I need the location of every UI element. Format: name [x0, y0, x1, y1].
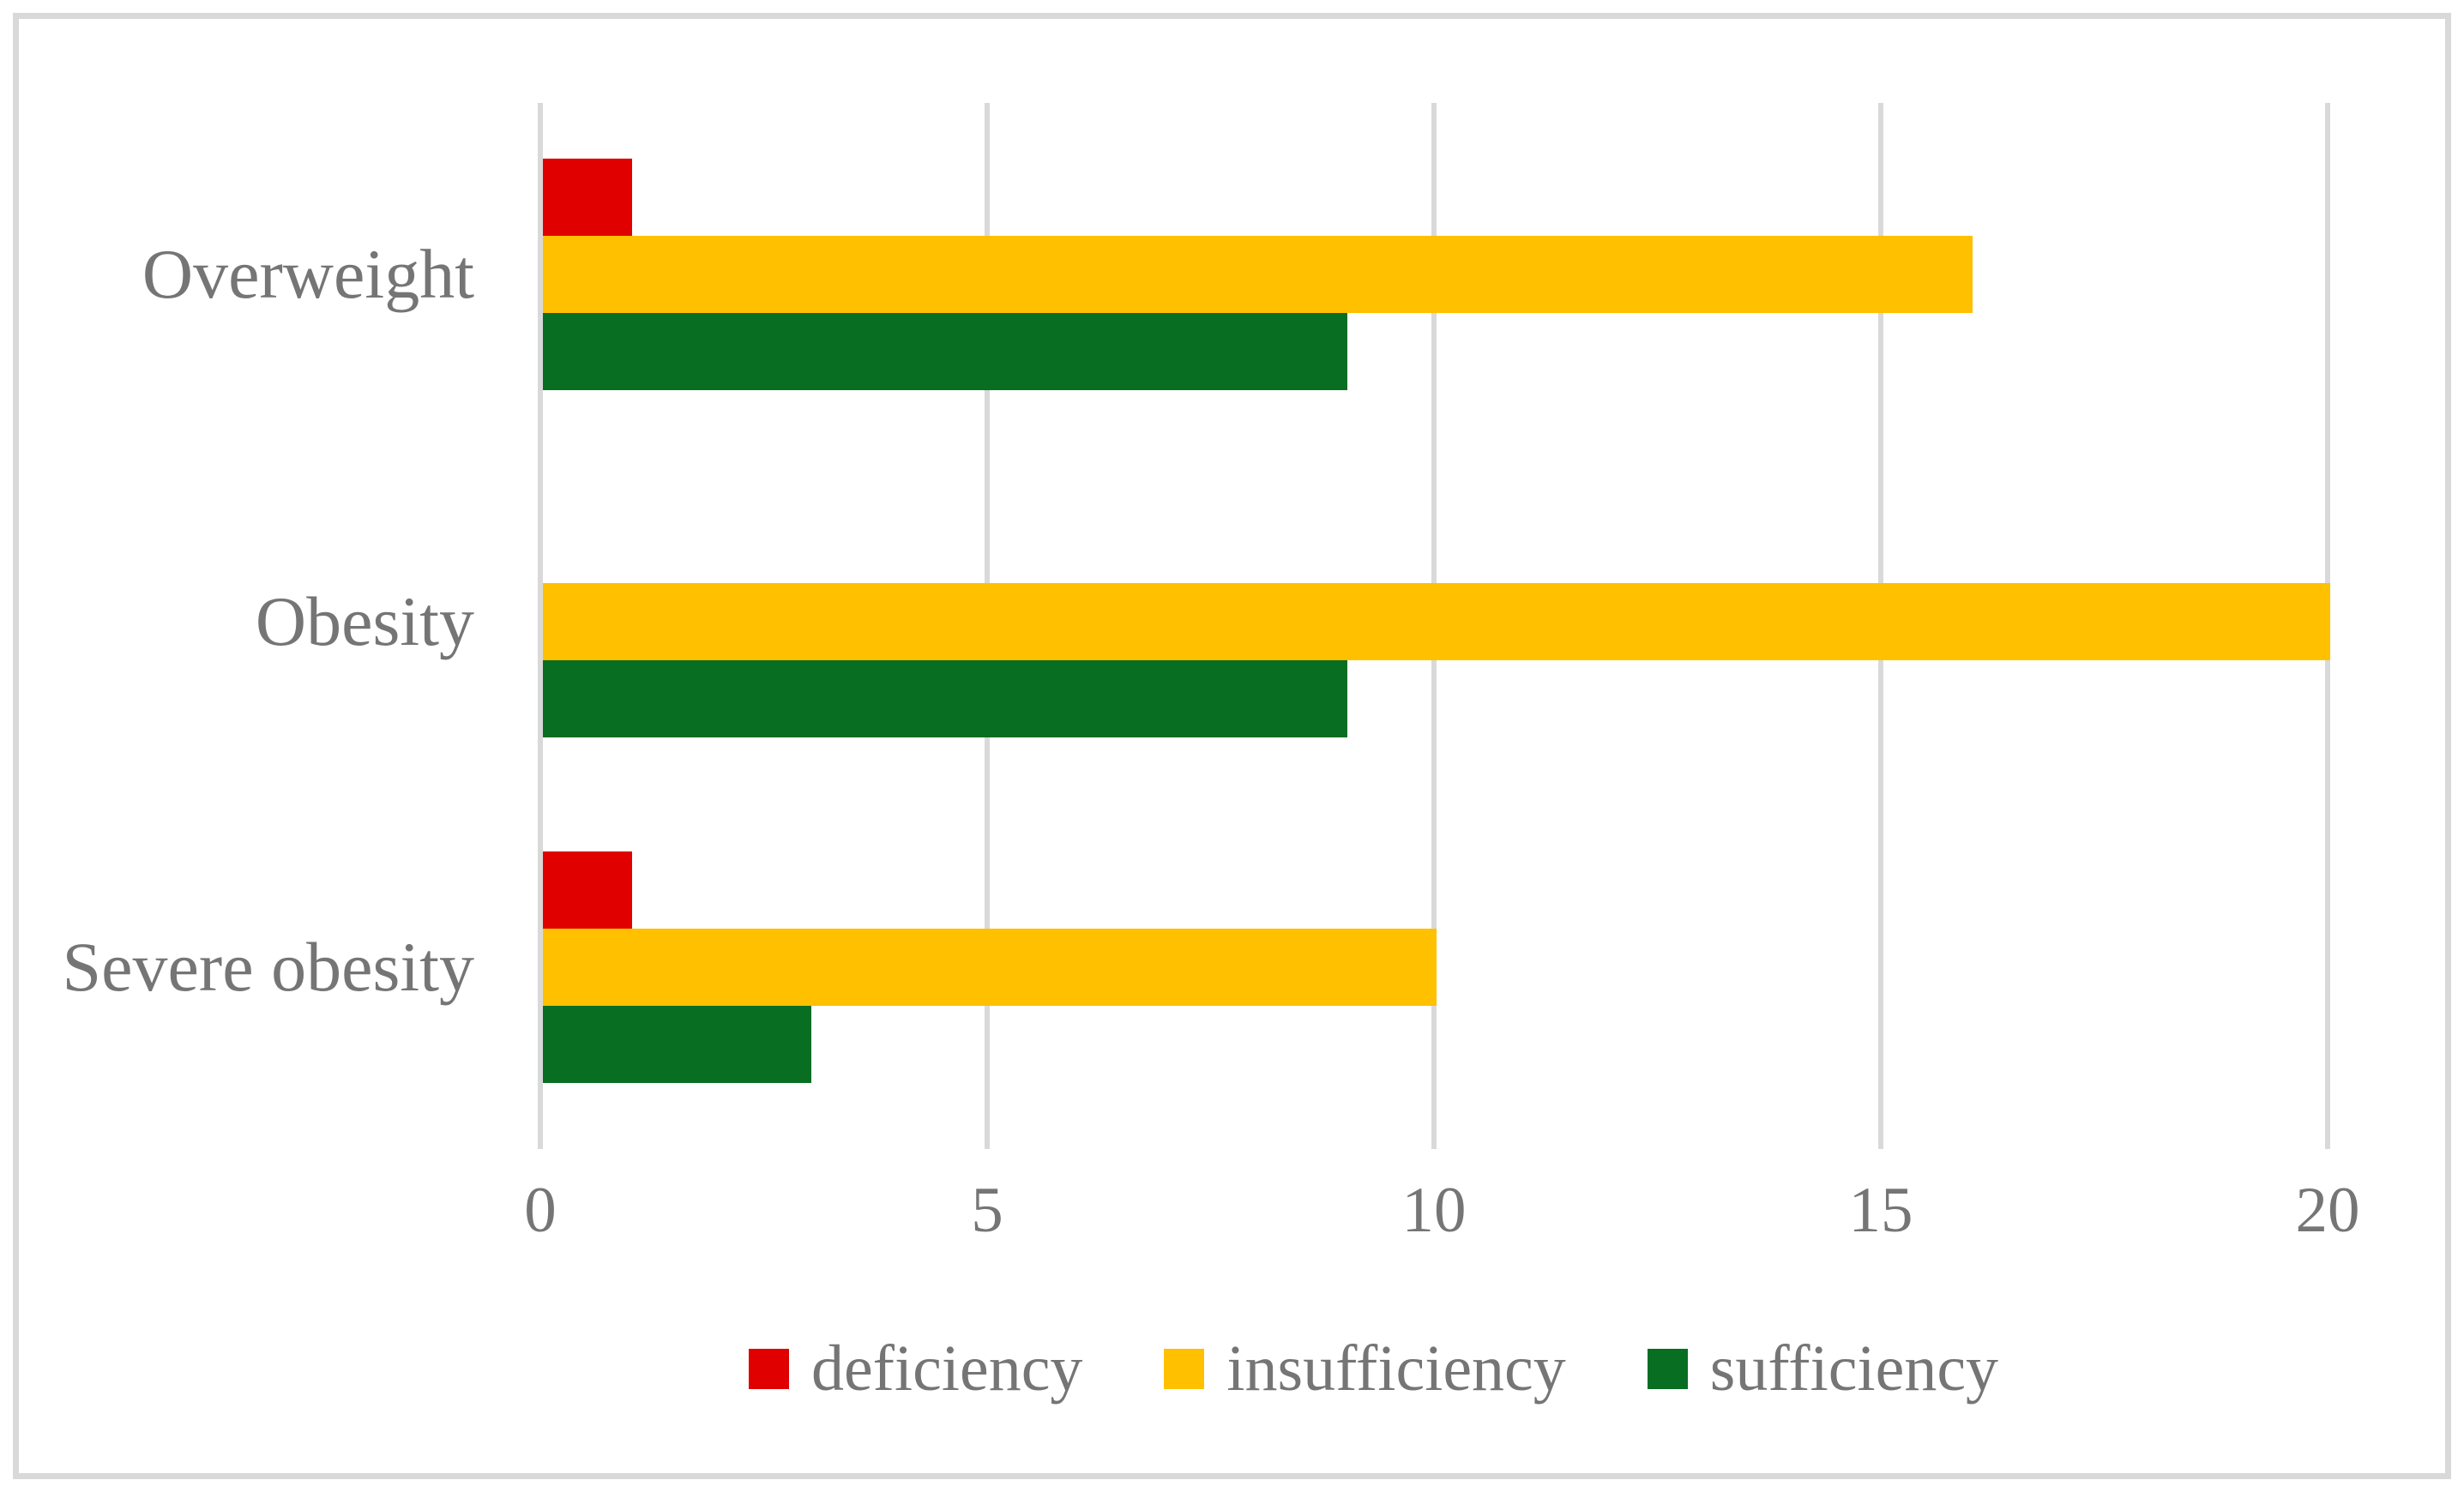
bar-insufficiency-severe-obesity [543, 929, 1437, 1006]
x-tick-label-15: 15 [1848, 1175, 1913, 1246]
legend-label-deficiency: deficiency [810, 1333, 1083, 1405]
figure-border [13, 13, 2451, 1479]
category-label-severe-obesity: Severe obesity [62, 928, 474, 1006]
category-label-overweight: Overweight [142, 235, 474, 313]
category-label-obesity: Obesity [255, 582, 474, 660]
chart-legend: deficiency insufficiency sufficiency [283, 1334, 2464, 1403]
x-tick-label-5: 5 [971, 1175, 1003, 1246]
bar-deficiency-severe-obesity [543, 851, 632, 929]
legend-swatch-insufficiency [1164, 1348, 1205, 1389]
bar-sufficiency-severe-obesity [543, 1006, 811, 1083]
legend-label-insufficiency: insufficiency [1226, 1333, 1566, 1405]
legend-item-sufficiency: sufficiency [1647, 1333, 1999, 1405]
legend-item-insufficiency: insufficiency [1164, 1333, 1566, 1405]
x-tick-label-0: 0 [524, 1175, 557, 1246]
bar-deficiency-overweight [543, 159, 632, 236]
bar-insufficiency-overweight [543, 236, 1973, 313]
legend-swatch-deficiency [748, 1348, 789, 1389]
x-tick-label-20: 20 [2295, 1175, 2360, 1246]
bar-sufficiency-obesity [543, 660, 1347, 737]
bar-sufficiency-overweight [543, 313, 1347, 390]
legend-item-deficiency: deficiency [748, 1333, 1083, 1405]
x-tick-label-10: 10 [1401, 1175, 1467, 1246]
legend-label-sufficiency: sufficiency [1709, 1333, 1999, 1405]
legend-swatch-sufficiency [1647, 1348, 1688, 1389]
bar-insufficiency-obesity [543, 583, 2330, 660]
category-axis-line [538, 103, 543, 1149]
